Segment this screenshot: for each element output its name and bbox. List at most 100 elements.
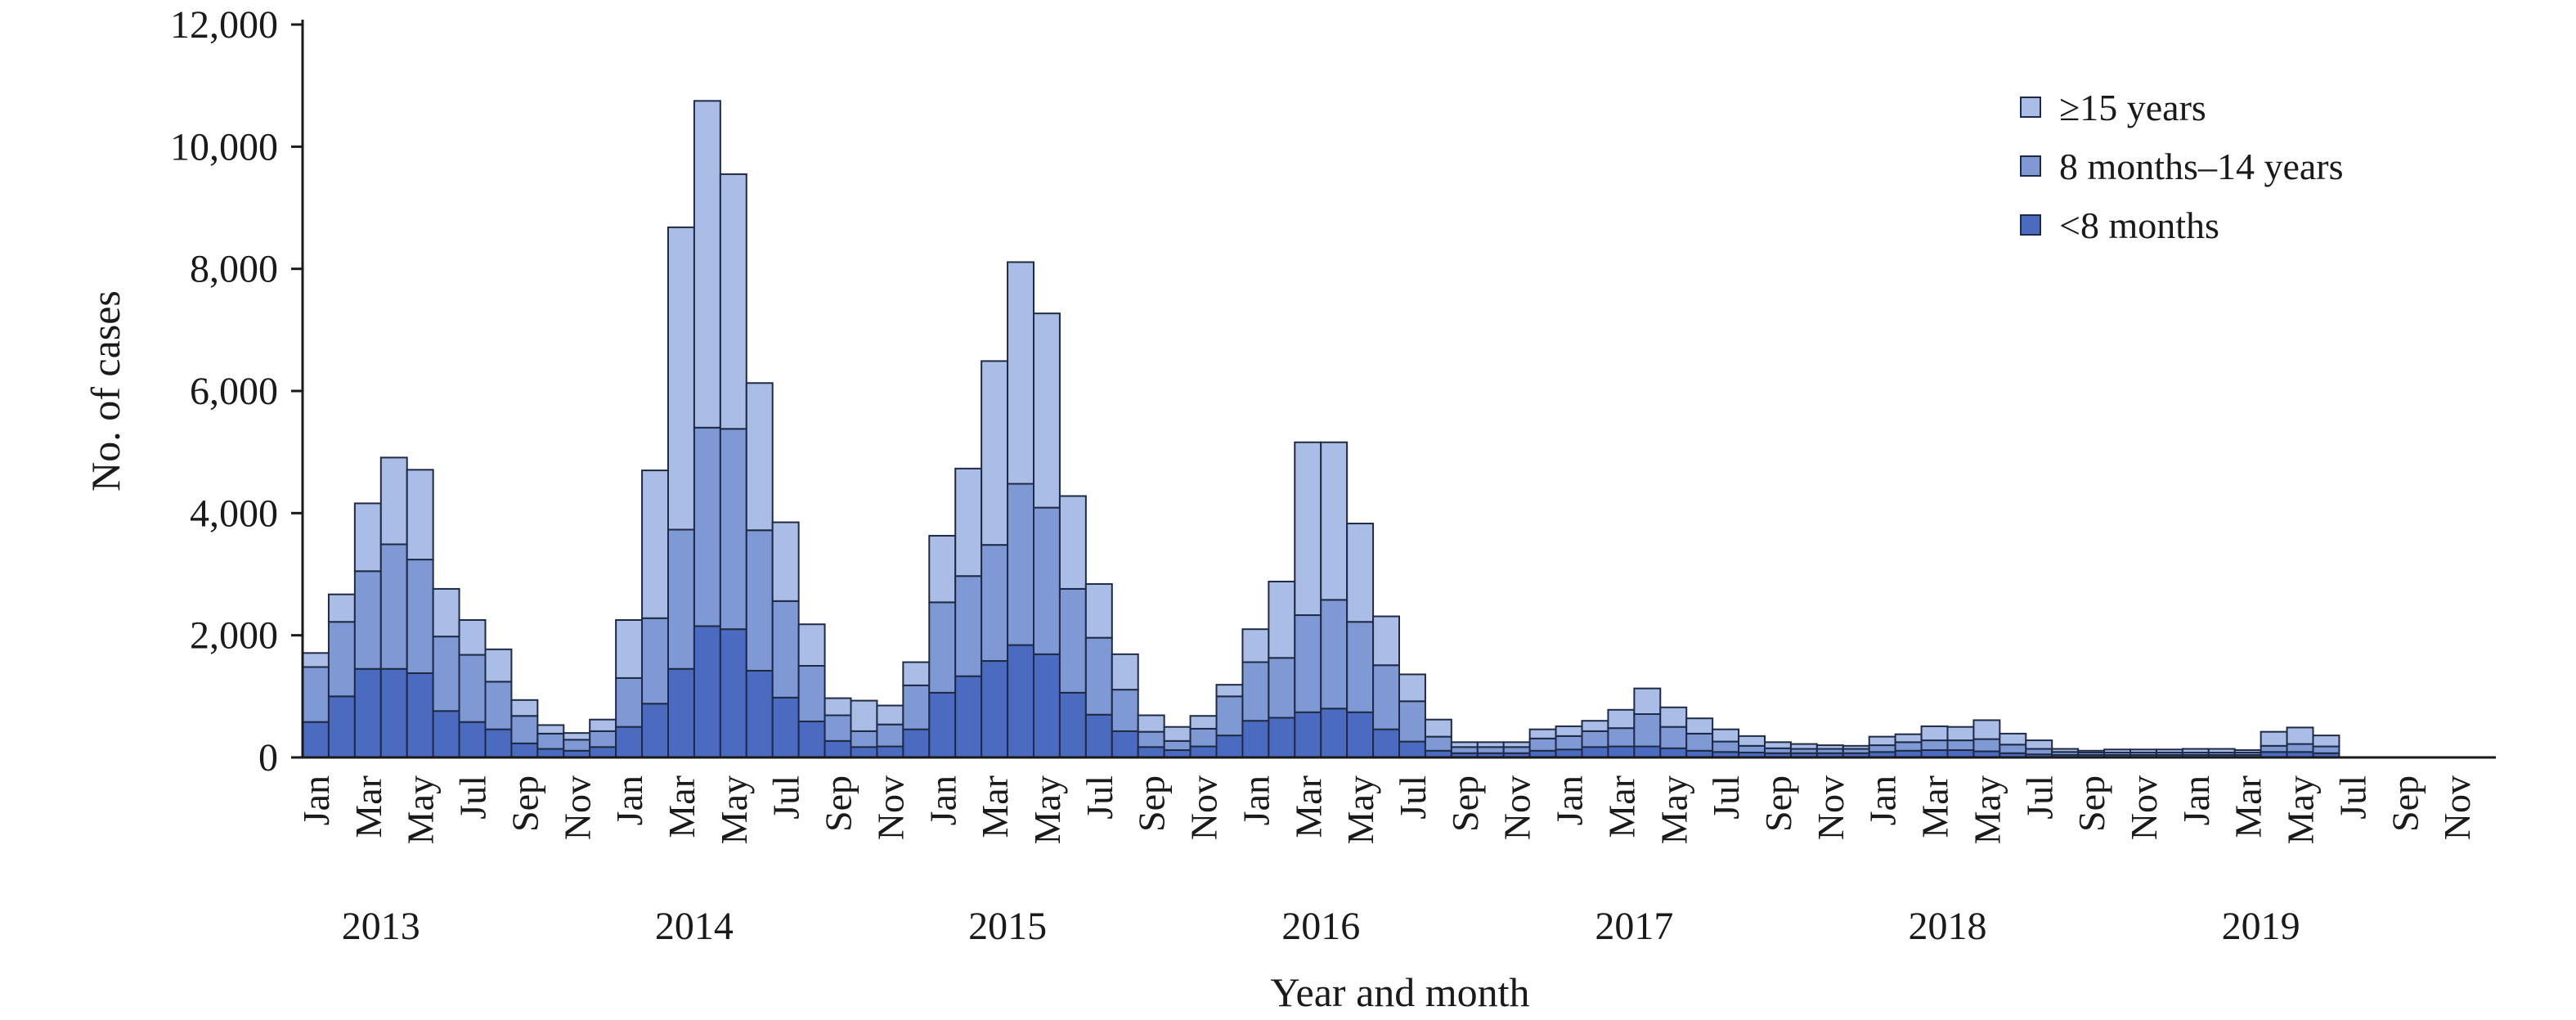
bar-ge15-32 [1137,714,1165,733]
x-tick-label-2013-may: May [400,775,442,844]
bar-ge15-16 [719,173,747,430]
x-tick-label-2015-nov: Nov [1183,775,1225,840]
year-label-2014: 2014 [655,905,734,948]
y-tick-label-2000: 2,000 [190,614,278,658]
year-label-2013: 2013 [342,905,420,948]
y-axis-label: No. of cases [83,290,128,492]
bar-ge15-75 [2260,730,2288,747]
bar-lt8-1 [327,695,356,759]
bar-mid-50 [1607,727,1636,748]
bar-ge15-15 [693,100,721,429]
y-tick-label-0: 0 [258,736,278,780]
x-tick-label-2016-sep: Sep [1444,775,1486,832]
bar-mid-27 [1007,483,1034,646]
bar-mid-61 [1894,741,1923,752]
bar-ge15-28 [1033,312,1061,509]
bar-ge15-27 [1007,261,1034,485]
year-label-2018: 2018 [1909,905,1987,948]
x-tick-label-2018-may: May [1966,775,2008,844]
bar-mid-37 [1268,657,1296,719]
bar-ge15-55 [1738,735,1766,747]
bar-ge15-61 [1894,733,1923,744]
bar-mid-9 [536,732,565,750]
bar-lt8-37 [1268,717,1296,758]
legend-swatch-lt8 [2020,214,2041,236]
bar-ge15-50 [1607,708,1636,730]
bar-ge15-7 [484,648,513,683]
bar-mid-47 [1528,737,1557,752]
bar-ge15-20 [824,697,852,717]
bar-mid-34 [1189,727,1218,748]
x-tick-label-2017-sep: Sep [1757,775,1799,832]
bar-mid-40 [1346,621,1375,713]
bar-mid-44 [1450,746,1479,754]
x-tick-label-2016-mar: Mar [1287,775,1329,838]
bar-lt8-42 [1398,740,1426,759]
x-tick-label-2018-jul: Jul [2018,775,2060,820]
bar-ge15-72 [2181,748,2210,754]
bar-mid-26 [981,544,1009,663]
bar-lt8-36 [1241,720,1270,759]
bar-ge15-1 [327,593,356,623]
bar-ge15-59 [1842,744,1870,750]
bar-mid-25 [954,575,983,677]
bar-lt8-20 [824,739,852,759]
bar-mid-51 [1633,712,1662,748]
x-tick-label-2016-may: May [1340,775,1381,844]
bar-mid-35 [1215,695,1244,737]
bar-mid-48 [1555,735,1583,751]
bar-mid-6 [458,654,487,723]
bar-ge15-69 [2103,748,2132,754]
bar-lt8-16 [719,628,747,759]
y-tick-label-4000: 4,000 [190,492,278,535]
bar-ge15-65 [1999,732,2027,746]
x-tick-label-2019-may: May [2280,775,2322,844]
bar-ge15-37 [1268,580,1296,659]
bar-lt8-0 [302,721,330,759]
x-tick-label-2013-jul: Jul [452,775,494,820]
bar-mid-33 [1163,739,1192,752]
bar-ge15-46 [1502,741,1531,748]
legend-item-lt8: <8 months [2020,195,2511,254]
bar-mid-49 [1581,730,1609,748]
bar-mid-4 [406,559,434,674]
legend-item-ge15: ≥15 years [2020,78,2511,137]
bar-lt8-21 [850,746,878,758]
bar-ge15-56 [1764,741,1792,749]
x-tick-label-2014-mar: Mar [661,775,702,838]
bar-mid-16 [719,428,747,631]
bar-lt8-32 [1137,746,1165,758]
bar-ge15-14 [667,226,695,531]
bar-ge15-43 [1424,718,1452,738]
bar-mid-19 [797,665,826,722]
bar-ge15-54 [1712,728,1740,743]
x-tick-label-2014-sep: Sep [818,775,859,832]
bar-mid-32 [1137,730,1165,748]
bar-mid-7 [484,681,513,730]
x-tick-label-2013-jan: Jan [295,775,337,825]
bar-ge15-66 [2025,739,2053,750]
bar-ge15-68 [2077,749,2106,754]
x-tick-label-2018-jan: Jan [1862,775,1904,825]
bar-ge15-30 [1084,582,1113,639]
bar-mid-8 [510,715,539,744]
bar-lt8-28 [1033,653,1061,758]
bar-ge15-42 [1398,673,1426,703]
legend-label-ge15: ≥15 years [2059,86,2206,128]
bar-ge15-33 [1163,726,1192,742]
bar-lt8-19 [797,720,826,759]
bar-ge15-19 [797,623,826,667]
bar-ge15-39 [1320,441,1349,601]
bar-lt8-31 [1111,730,1139,759]
bar-mid-55 [1738,744,1766,754]
bar-mid-30 [1084,636,1113,716]
labels-group: 0 2,000 4,000 6,000 8,000 10,000 12,000 No. of … [83,3,2478,1015]
bar-ge15-2 [353,502,382,573]
x-tick-label-2018-sep: Sep [2071,775,2112,832]
bar-ge15-62 [1920,725,1949,742]
x-tick-label-2019-mar: Mar [2228,775,2269,838]
legend-swatch-mid [2020,155,2041,177]
x-tick-label-2017-nov: Nov [1810,775,1851,840]
bar-ge15-6 [458,619,487,656]
bar-mid-22 [876,723,904,748]
